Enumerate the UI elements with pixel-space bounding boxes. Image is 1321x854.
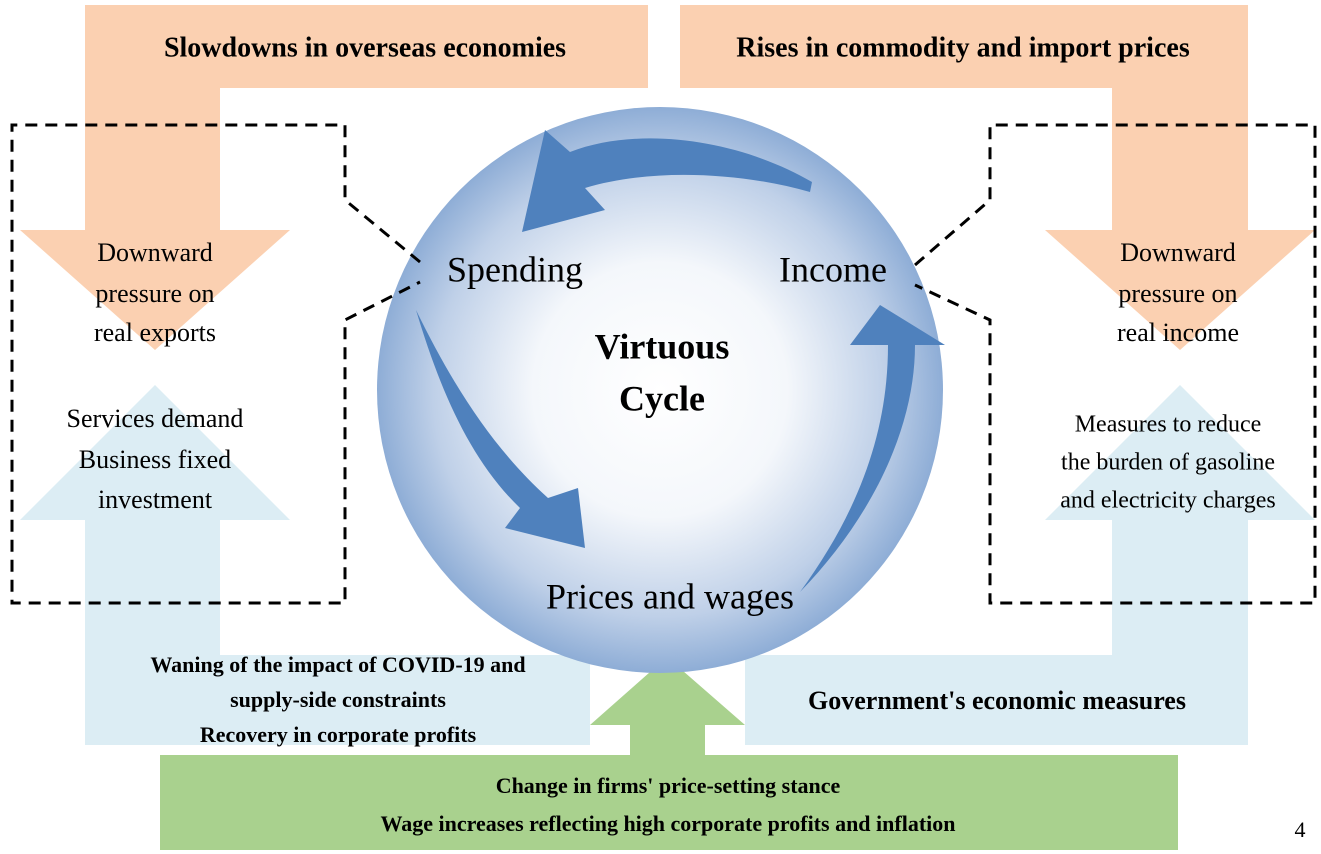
support-arrow-right (745, 385, 1315, 745)
support-text: Measures to reduce (1075, 412, 1262, 438)
page-number: 4 (1295, 817, 1306, 842)
cycle-arrow-top (522, 130, 812, 232)
bottom-center-text: Wage increases reflecting high corporate… (380, 811, 955, 836)
support-arrow-left (20, 385, 590, 745)
pressure-text: real income (1117, 318, 1239, 347)
right-callout (914, 123, 1317, 605)
pressure-text: real exports (94, 318, 216, 347)
support-text: the burden of gasoline (1061, 450, 1275, 476)
bottom-right-text: Government's economic measures (808, 686, 1186, 715)
support-text: Services demand (67, 404, 244, 433)
cycle-title: Virtuous (595, 326, 730, 366)
left-callout (10, 123, 421, 605)
pressure-text: pressure on (95, 279, 214, 308)
bottom-left-text: supply-side constraints (230, 687, 446, 712)
support-text: investment (98, 485, 213, 514)
pressure-text: pressure on (1118, 279, 1237, 308)
support-text: and electricity charges (1060, 488, 1275, 514)
bottom-left-text: Recovery in corporate profits (200, 722, 477, 747)
pressure-text: Downward (1120, 238, 1236, 267)
pressure-text: Downward (97, 238, 213, 267)
header-left: Slowdowns in overseas economies (164, 32, 566, 63)
support-text: Business fixed (79, 445, 231, 474)
cycle-node: Spending (447, 249, 583, 289)
cycle-arrow-left (416, 310, 585, 548)
cycle-sphere (377, 107, 943, 673)
cycle-arrow-right (800, 305, 945, 592)
header-right: Rises in commodity and import prices (736, 32, 1190, 63)
cycle-node: Prices and wages (546, 576, 794, 616)
pressure-arrow-right (680, 5, 1315, 350)
bottom-center-text: Change in firms' price-setting stance (496, 773, 841, 798)
cycle-title: Cycle (619, 378, 705, 418)
pressure-arrow-left (20, 5, 648, 350)
cycle-node: Income (779, 249, 887, 289)
bottom-left-text: Waning of the impact of COVID-19 and (150, 652, 525, 677)
firm-stance-arrow (160, 657, 1178, 850)
